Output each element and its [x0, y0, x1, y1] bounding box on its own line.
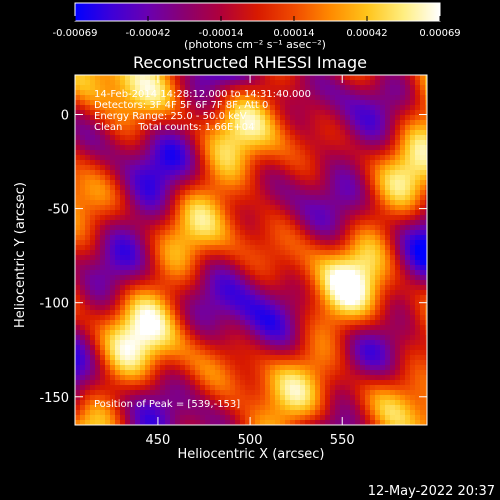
x-axis-label: Heliocentric X (arcsec): [178, 447, 325, 462]
annotation-time-range: 14-Feb-2014 14:28:12.000 to 14:31:40.000: [94, 89, 311, 100]
colorbar-tick-label: -0.00042: [126, 28, 171, 39]
colorbar-tick-label: -0.00014: [199, 28, 244, 39]
plot-frame: [74, 74, 428, 426]
y-tick-label: -100: [39, 297, 69, 312]
colorbar-tick-label: 0.00069: [419, 28, 460, 39]
y-tick-label: -150: [39, 391, 69, 406]
x-tick-label: 550: [330, 433, 355, 448]
colorbar: [74, 2, 441, 22]
footer-timestamp: 12-May-2022 20:37: [368, 484, 495, 499]
y-tick-label: 0: [61, 109, 69, 124]
chart-title: Reconstructed RHESSI Image: [133, 53, 367, 72]
axis-ticks: 450 500 550 0 -50 -100 -150: [39, 75, 427, 448]
x-tick-label: 450: [146, 433, 171, 448]
y-tick-label: -50: [48, 203, 69, 218]
colorbar-tick-label: 0.00042: [346, 28, 387, 39]
x-tick-label: 500: [238, 433, 263, 448]
y-axis-label: Heliocentric Y (arcsec): [13, 182, 28, 328]
annotation-energy-range: Energy Range: 25.0 - 50.0 keV: [94, 111, 247, 122]
annotation-clean-counts: Clean Total counts: 1.66E+04: [94, 122, 254, 133]
annotation-detectors: Detectors: 3F 4F 5F 6F 7F 8F, Att 0: [94, 100, 268, 111]
colorbar-ticks: -0.00069 -0.00042 -0.00014 0.00014 0.00042 0.…: [53, 16, 461, 39]
heatmap: [75, 75, 427, 425]
colorbar-tick-label: -0.00069: [53, 28, 98, 39]
peak-position-label: Position of Peak = [539,-153]: [94, 399, 240, 410]
colorbar-units-label: (photons cm⁻² s⁻¹ asec⁻²): [184, 38, 326, 51]
colorbar-tick-label: 0.00014: [273, 28, 314, 39]
